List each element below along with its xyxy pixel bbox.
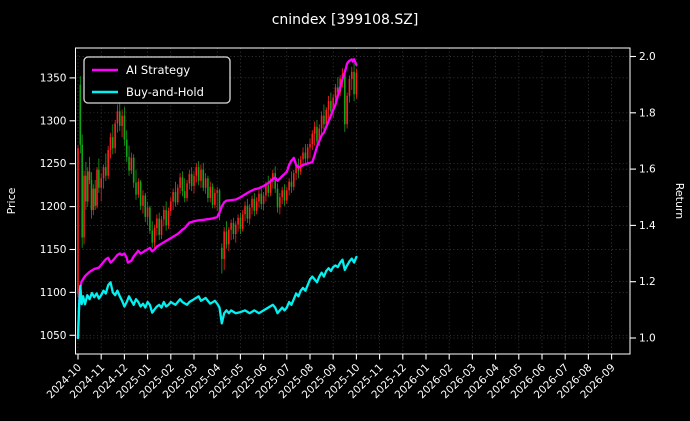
legend-label-ai-strategy: AI Strategy [126,63,190,77]
svg-text:1050: 1050 [40,330,67,342]
svg-text:1250: 1250 [40,158,67,170]
svg-text:1.6: 1.6 [639,164,656,176]
legend-label-buy-and-hold: Buy-and-Hold [126,85,204,99]
svg-text:1200: 1200 [40,201,67,213]
legend-box [83,56,231,104]
left-axis-label: Price [5,187,18,214]
svg-text:2.0: 2.0 [639,51,656,63]
svg-text:1350: 1350 [40,72,67,84]
svg-text:1.4: 1.4 [639,220,656,232]
svg-text:1150: 1150 [40,244,67,256]
tick-layer [69,55,636,360]
legend: AI Strategy Buy-and-Hold [83,56,231,104]
series-line-0 [76,58,358,340]
svg-text:1100: 1100 [40,287,67,299]
chart-title: cnindex [399108.SZ] [272,12,419,28]
svg-text:1.0: 1.0 [639,333,656,345]
svg-text:1300: 1300 [40,115,67,127]
svg-text:1.2: 1.2 [639,276,656,288]
series-line-1 [76,255,358,340]
svg-text:1.8: 1.8 [639,107,656,119]
right-axis-label: Return [673,183,686,220]
plot-border [75,47,631,355]
